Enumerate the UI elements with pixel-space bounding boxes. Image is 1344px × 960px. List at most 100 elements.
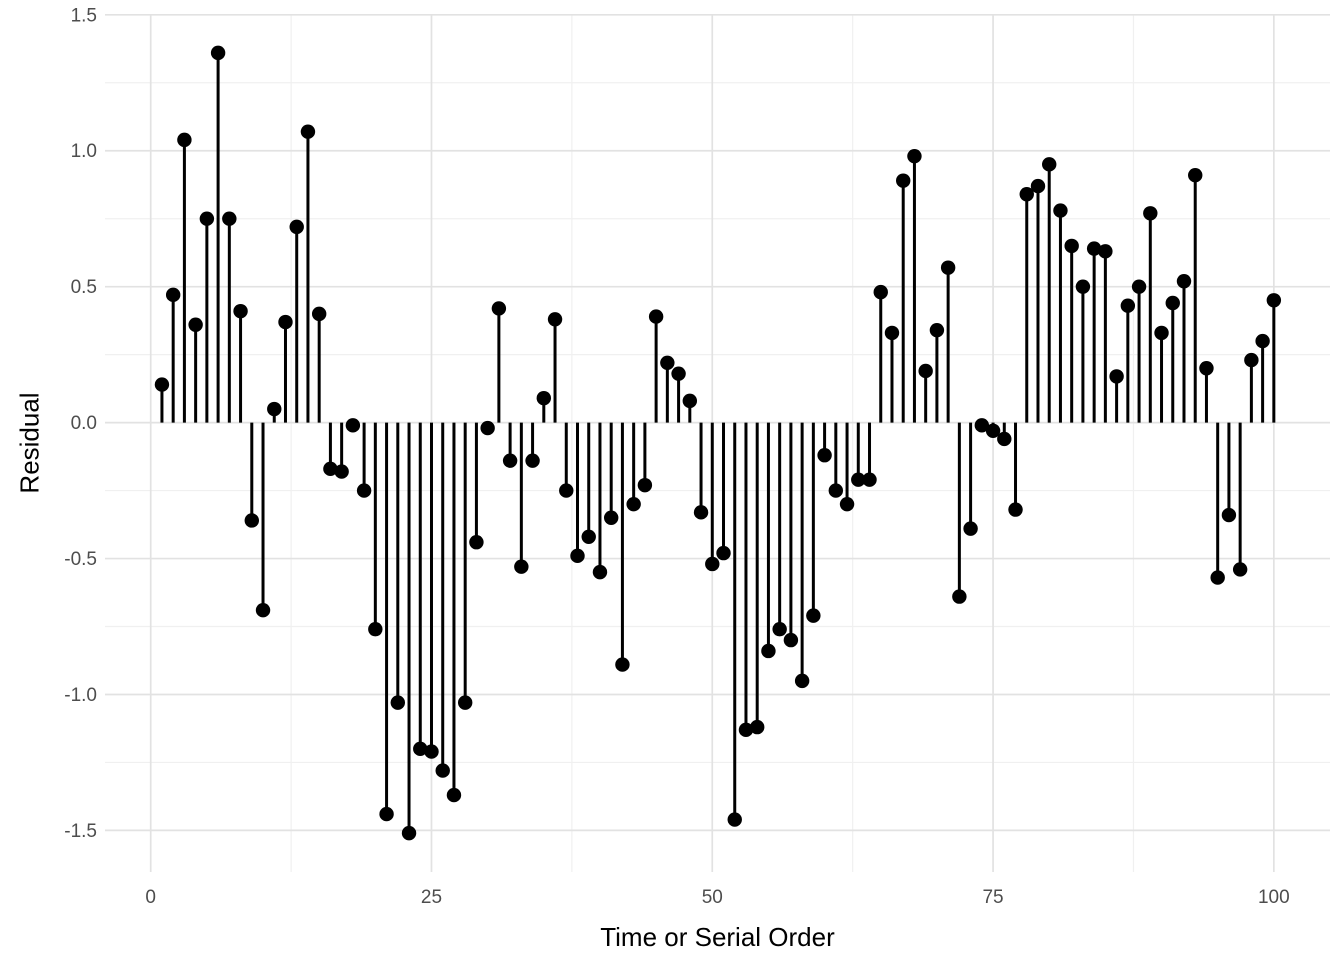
data-point — [401, 825, 417, 841]
data-point — [199, 211, 215, 226]
data-point — [177, 132, 192, 148]
y-tick-label: -1.0 — [64, 685, 97, 706]
data-point — [1098, 244, 1113, 259]
data-point — [323, 461, 338, 477]
data-point — [738, 722, 754, 738]
data-point — [1086, 241, 1102, 256]
data-point — [648, 309, 664, 324]
data-point — [1030, 178, 1046, 194]
data-point — [918, 363, 933, 379]
data-point — [300, 124, 316, 139]
x-axis-tick-labels: 0 25 50 75 100 — [145, 887, 1289, 908]
data-point — [480, 420, 495, 436]
y-tick-label: 0.5 — [71, 277, 97, 298]
x-tick-label: 50 — [702, 887, 723, 908]
data-point — [311, 306, 327, 322]
gridlines-major — [105, 13, 1330, 872]
data-point — [356, 483, 372, 498]
data-point — [469, 535, 484, 550]
data-point — [435, 763, 450, 778]
data-point — [1008, 502, 1023, 517]
data-point — [997, 431, 1012, 447]
data-point — [682, 393, 698, 409]
panel-background — [105, 14, 1330, 872]
data-point — [210, 45, 226, 61]
y-tick-label: -1.5 — [64, 821, 97, 842]
data-point — [907, 148, 922, 164]
data-point — [637, 477, 653, 493]
data-point — [502, 453, 518, 468]
data-point — [368, 622, 383, 637]
data-point — [457, 695, 473, 710]
data-point — [289, 219, 304, 235]
data-point — [1019, 187, 1034, 202]
data-point — [1075, 279, 1091, 294]
data-point — [1176, 274, 1192, 289]
y-tick-label: -0.5 — [64, 549, 97, 570]
y-tick-label: 1.0 — [71, 141, 97, 162]
data-point — [446, 787, 462, 803]
data-point — [278, 314, 293, 330]
data-point — [817, 448, 832, 463]
data-point — [1053, 203, 1068, 218]
data-point — [783, 632, 799, 648]
data-point — [963, 521, 978, 536]
data-point — [603, 510, 619, 525]
data-point — [514, 559, 529, 574]
y-tick-label: 1.5 — [71, 5, 97, 26]
points-group — [154, 45, 1282, 841]
data-point — [693, 505, 709, 520]
data-point — [233, 303, 248, 319]
data-point — [559, 483, 574, 498]
data-point — [750, 719, 765, 735]
y-axis-tick-labels: -1.5 -1.0 -0.5 0.0 0.5 1.0 1.5 — [64, 5, 97, 842]
y-tick-label: 0.0 — [71, 413, 97, 434]
data-point — [390, 695, 406, 710]
data-point — [1210, 570, 1225, 585]
data-point — [806, 608, 821, 623]
data-point — [615, 657, 630, 672]
data-point — [1221, 507, 1237, 523]
data-point — [491, 301, 507, 316]
data-point — [626, 496, 641, 512]
data-point — [671, 366, 686, 381]
data-point — [1188, 168, 1203, 183]
y-axis-title: Residual — [14, 392, 45, 494]
data-point — [1255, 333, 1270, 349]
data-point — [547, 312, 563, 327]
data-point — [1244, 352, 1259, 368]
data-point — [896, 173, 911, 188]
x-tick-label: 75 — [982, 887, 1003, 908]
data-point — [222, 211, 237, 226]
data-point — [1199, 361, 1214, 376]
data-point — [1232, 562, 1248, 577]
data-point — [794, 673, 810, 689]
data-point — [244, 513, 259, 528]
data-point — [705, 556, 720, 572]
data-point — [1131, 279, 1147, 294]
data-point — [413, 741, 428, 757]
data-point — [985, 423, 1001, 438]
data-point — [536, 390, 552, 406]
x-axis-title: Time or Serial Order — [600, 922, 835, 952]
data-point — [716, 545, 731, 561]
x-tick-label: 25 — [421, 887, 442, 908]
x-tick-label: 100 — [1258, 887, 1290, 908]
data-point — [1143, 206, 1158, 221]
data-point — [828, 483, 844, 498]
data-point — [929, 322, 945, 338]
data-point — [974, 418, 990, 433]
data-point — [570, 548, 585, 564]
data-point — [581, 529, 596, 544]
data-point — [154, 377, 170, 392]
data-point — [851, 472, 866, 487]
data-point — [940, 260, 956, 275]
data-point — [727, 812, 742, 827]
data-point — [772, 622, 787, 637]
data-point — [1154, 325, 1169, 341]
data-point — [952, 589, 967, 604]
data-point — [379, 806, 394, 822]
data-point — [873, 284, 888, 300]
